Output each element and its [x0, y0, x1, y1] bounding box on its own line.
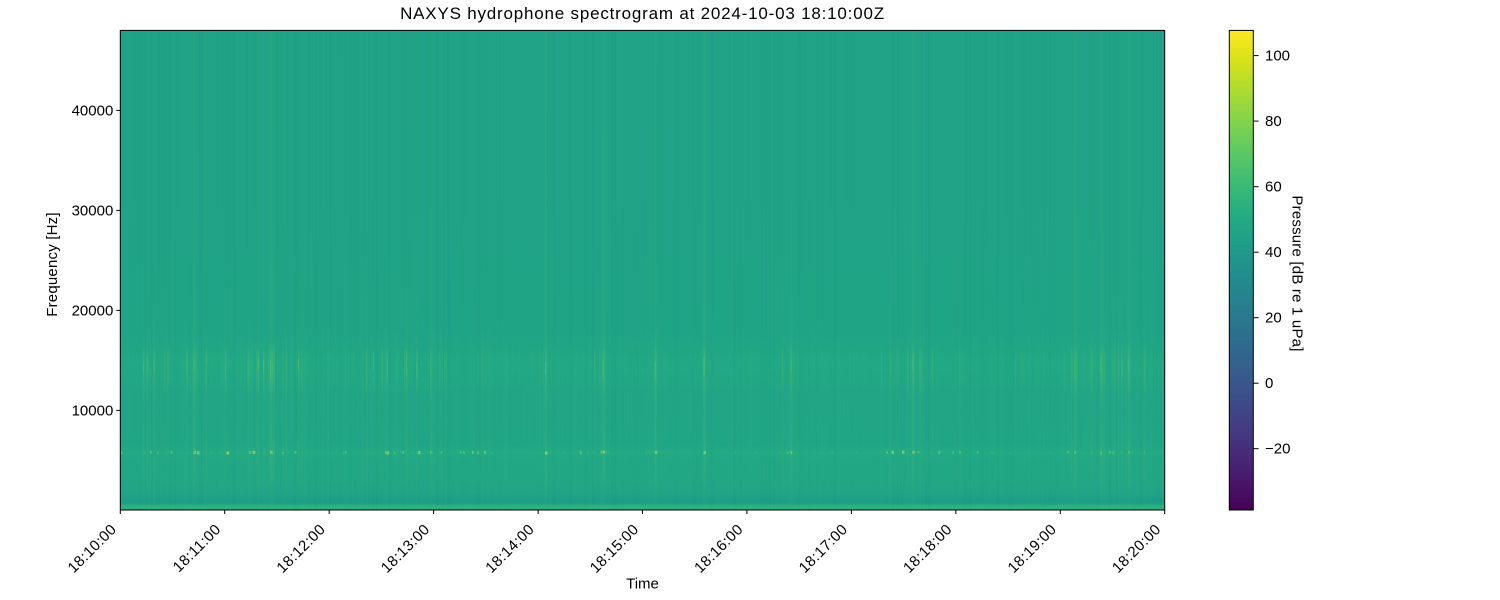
svg-text:Frequency [Hz]: Frequency [Hz] — [44, 212, 61, 317]
svg-text:20000: 20000 — [72, 303, 114, 320]
svg-text:40: 40 — [1265, 244, 1282, 261]
svg-text:60: 60 — [1265, 179, 1282, 196]
svg-text:−20: −20 — [1265, 441, 1290, 458]
svg-text:NAXYS hydrophone spectrogram a: NAXYS hydrophone spectrogram at 2024-10-… — [400, 4, 885, 23]
svg-text:20: 20 — [1265, 310, 1282, 327]
svg-text:10000: 10000 — [72, 403, 114, 420]
svg-text:Pressure [dB re 1 uPa]: Pressure [dB re 1 uPa] — [1289, 195, 1306, 351]
svg-text:30000: 30000 — [72, 203, 114, 220]
svg-text:40000: 40000 — [72, 103, 114, 120]
svg-text:80: 80 — [1265, 113, 1282, 130]
svg-text:100: 100 — [1265, 48, 1290, 65]
svg-text:Time: Time — [626, 576, 659, 593]
svg-text:0: 0 — [1265, 375, 1273, 392]
